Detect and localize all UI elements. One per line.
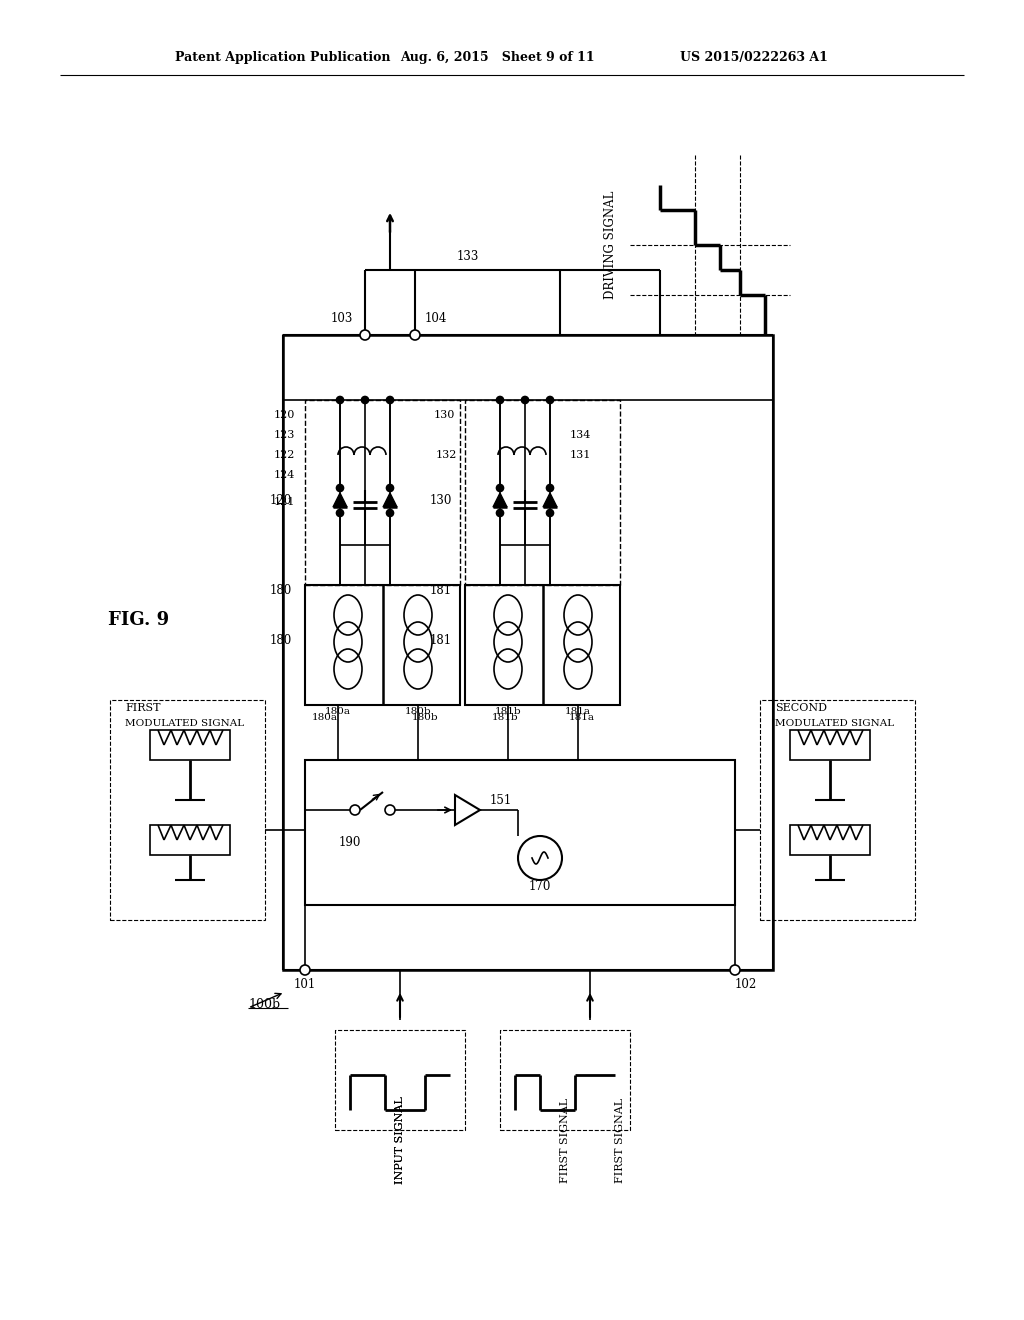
Text: 132: 132 [435,450,457,459]
Text: 181b: 181b [495,708,521,717]
Text: 181: 181 [430,634,452,647]
Text: SECOND: SECOND [775,704,827,713]
Circle shape [337,510,343,516]
Text: 130: 130 [433,411,455,420]
Text: INPUT SIGNAL: INPUT SIGNAL [395,1096,406,1184]
Bar [305,400,460,585]
Circle shape [385,805,395,814]
Text: 131: 131 [570,450,592,459]
Circle shape [497,510,504,516]
Bar [150,730,230,760]
Bar [110,700,265,920]
Text: 181: 181 [430,583,452,597]
Text: 120: 120 [269,494,292,507]
Circle shape [386,484,393,491]
Polygon shape [543,492,557,507]
Text: 151: 151 [490,793,512,807]
Text: 103: 103 [331,312,353,325]
Text: 120: 120 [273,411,295,420]
Polygon shape [333,492,347,507]
Text: 181b: 181b [492,714,518,722]
Text: 180a: 180a [325,708,351,717]
Bar [465,585,620,705]
Text: Patent Application Publication: Patent Application Publication [175,51,390,65]
Text: US 2015/0222263 A1: US 2015/0222263 A1 [680,51,827,65]
Circle shape [497,484,504,491]
Text: 130: 130 [430,494,452,507]
Circle shape [350,805,360,814]
Text: 180: 180 [269,583,292,597]
Text: 170: 170 [528,880,551,894]
Circle shape [386,396,393,404]
Polygon shape [493,492,507,507]
Circle shape [360,330,370,341]
Bar [335,1030,465,1130]
Text: FIRST SIGNAL: FIRST SIGNAL [615,1097,625,1183]
Text: 100b: 100b [248,998,281,1011]
Circle shape [300,965,310,975]
Circle shape [521,396,528,404]
Text: 180b: 180b [412,714,438,722]
Text: FIRST: FIRST [125,704,161,713]
Text: 121: 121 [273,498,295,507]
Text: 101: 101 [294,978,316,991]
Text: INPUT SIGNAL: INPUT SIGNAL [395,1096,406,1184]
Bar [500,1030,630,1130]
Text: MODULATED SIGNAL: MODULATED SIGNAL [775,719,894,729]
Bar [790,825,870,855]
Text: 104: 104 [425,312,447,325]
Bar [150,825,230,855]
Circle shape [386,510,393,516]
Text: FIG. 9: FIG. 9 [108,611,169,630]
Bar [305,585,460,705]
Text: 181a: 181a [565,708,591,717]
Text: 122: 122 [273,450,295,459]
Text: Aug. 6, 2015   Sheet 9 of 11: Aug. 6, 2015 Sheet 9 of 11 [400,51,595,65]
Circle shape [547,484,554,491]
Bar [465,400,620,585]
Text: 181a: 181a [569,714,595,722]
Circle shape [337,484,343,491]
Bar [790,730,870,760]
Text: 180: 180 [269,634,292,647]
Text: 123: 123 [273,430,295,440]
Circle shape [730,965,740,975]
Circle shape [547,510,554,516]
Text: DRIVING SIGNAL: DRIVING SIGNAL [603,191,616,300]
Circle shape [497,396,504,404]
Text: 134: 134 [570,430,592,440]
Circle shape [547,396,554,404]
Bar [305,760,735,906]
Circle shape [410,330,420,341]
Bar [283,335,773,970]
Text: FIRST SIGNAL: FIRST SIGNAL [560,1097,570,1183]
Text: MODULATED SIGNAL: MODULATED SIGNAL [125,719,244,729]
Text: 180b: 180b [404,708,431,717]
Text: 124: 124 [273,470,295,480]
Bar [760,700,915,920]
Circle shape [518,836,562,880]
Polygon shape [383,492,397,507]
Text: 133: 133 [457,251,479,264]
Text: 190: 190 [339,837,361,850]
Circle shape [361,396,369,404]
Text: 180a: 180a [312,714,338,722]
Text: 102: 102 [735,978,758,991]
Circle shape [337,396,343,404]
